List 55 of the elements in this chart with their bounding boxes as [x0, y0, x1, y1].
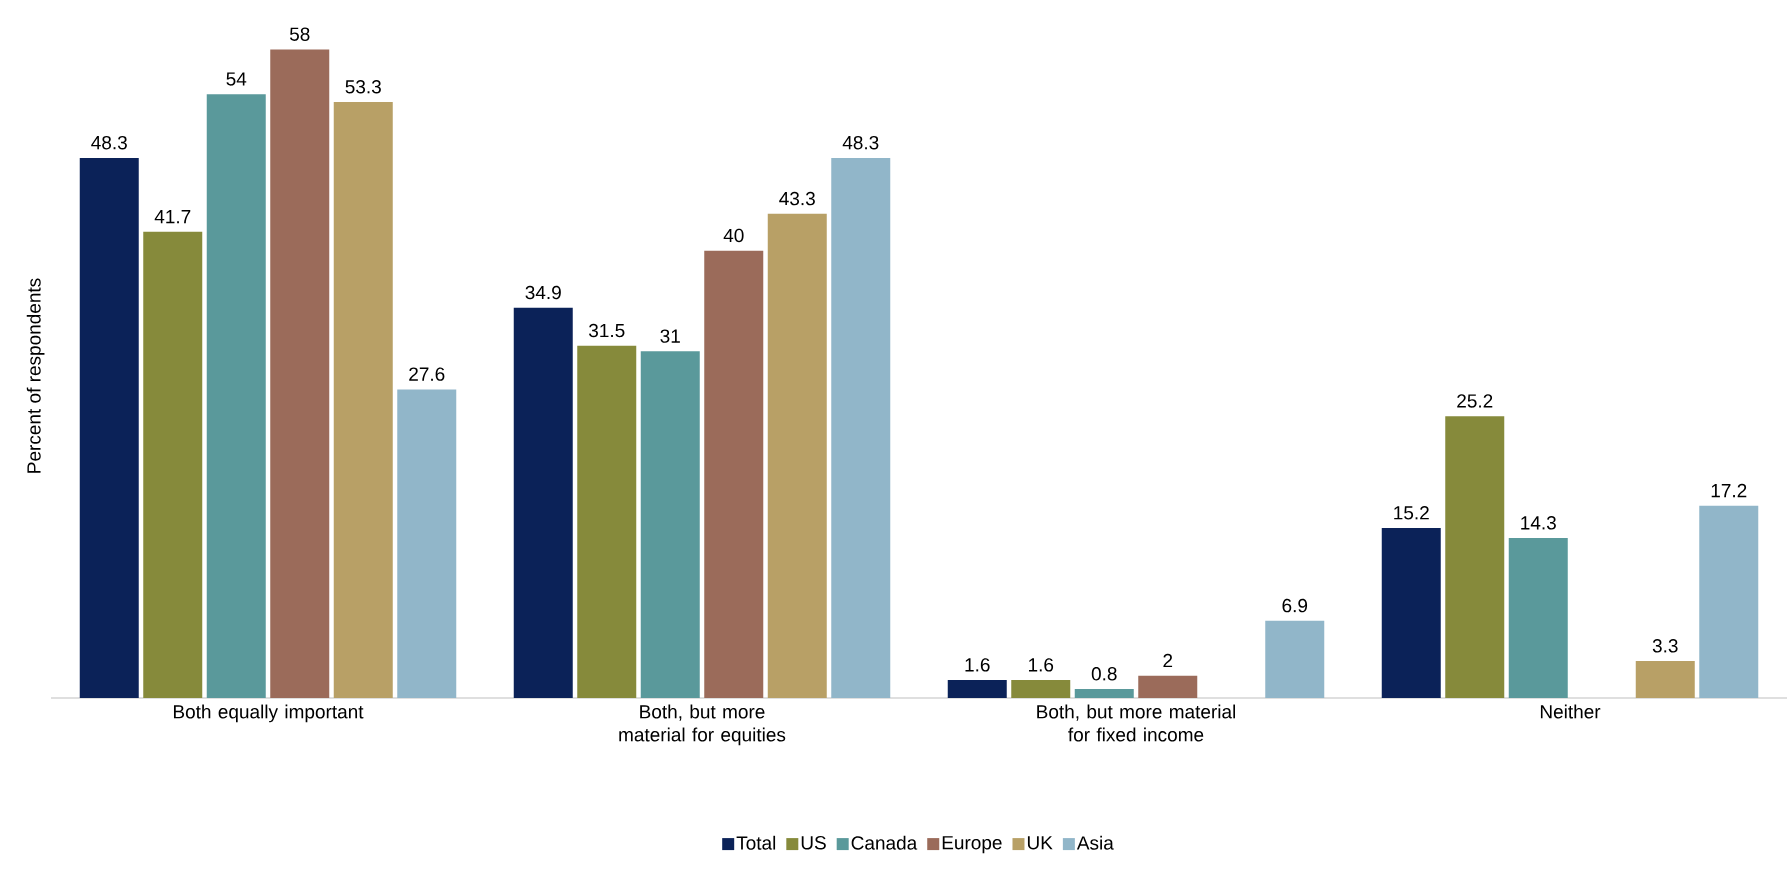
data-label: 2: [1163, 653, 1173, 668]
legend-label: Europe: [942, 836, 1002, 854]
legend-label: UK: [1027, 836, 1053, 850]
bar: [1265, 620, 1325, 698]
data-label: 15.2: [1394, 506, 1429, 520]
bar: [767, 213, 827, 698]
data-label: 48.3: [91, 135, 127, 150]
legend-label: Total: [736, 835, 776, 850]
data-label: 58: [289, 27, 310, 41]
data-label: 53.3: [345, 80, 381, 94]
bar: [1138, 675, 1198, 698]
data-label: 25.2: [1457, 394, 1493, 408]
data-label: 54: [226, 72, 247, 86]
data-label: 31.5: [588, 323, 625, 338]
legend-label: Canada: [851, 835, 918, 850]
bar: [640, 351, 700, 698]
bar: [333, 102, 393, 698]
data-label: 27.6: [409, 367, 445, 381]
data-label: 1.6: [965, 658, 990, 672]
x-tick-label: Both, but more material for fixed income: [1037, 704, 1236, 742]
x-tick-label: Both, but more material for equities: [619, 704, 786, 746]
data-label: 0.8: [1091, 667, 1117, 681]
y-axis-title: Percent of respondents: [26, 278, 45, 473]
data-label: 6.9: [1282, 598, 1308, 613]
legend-label: Asia: [1076, 835, 1114, 850]
data-label: 3.3: [1652, 639, 1678, 653]
data-label: 31: [660, 329, 680, 343]
bar: [143, 231, 203, 698]
bar: [397, 389, 457, 698]
legend-label: US: [801, 836, 826, 850]
data-label: 43.3: [779, 191, 815, 206]
x-tick-label: Both equally important: [173, 704, 364, 723]
bar: [1074, 689, 1134, 698]
bar: [79, 157, 139, 698]
data-label: 41.7: [154, 210, 191, 224]
bar: [704, 250, 764, 698]
data-label: 17.2: [1711, 483, 1747, 498]
bar: [1635, 661, 1695, 698]
bar: [1445, 416, 1505, 698]
data-label: 34.9: [525, 285, 561, 300]
data-label: 14.3: [1521, 516, 1556, 530]
data-label: 40: [723, 228, 744, 243]
bar: [1011, 680, 1071, 698]
bar: [206, 94, 266, 698]
bar: [1381, 528, 1441, 698]
x-tick-label: Neither: [1540, 704, 1601, 719]
bar: [577, 345, 637, 698]
bar: [1699, 505, 1759, 698]
data-label: 48.3: [842, 135, 879, 150]
bar: [270, 49, 330, 698]
bar: [1508, 538, 1568, 698]
bar: [831, 157, 891, 698]
bar: [947, 680, 1007, 698]
data-label: 1.6: [1029, 658, 1054, 672]
bar: [513, 307, 573, 698]
